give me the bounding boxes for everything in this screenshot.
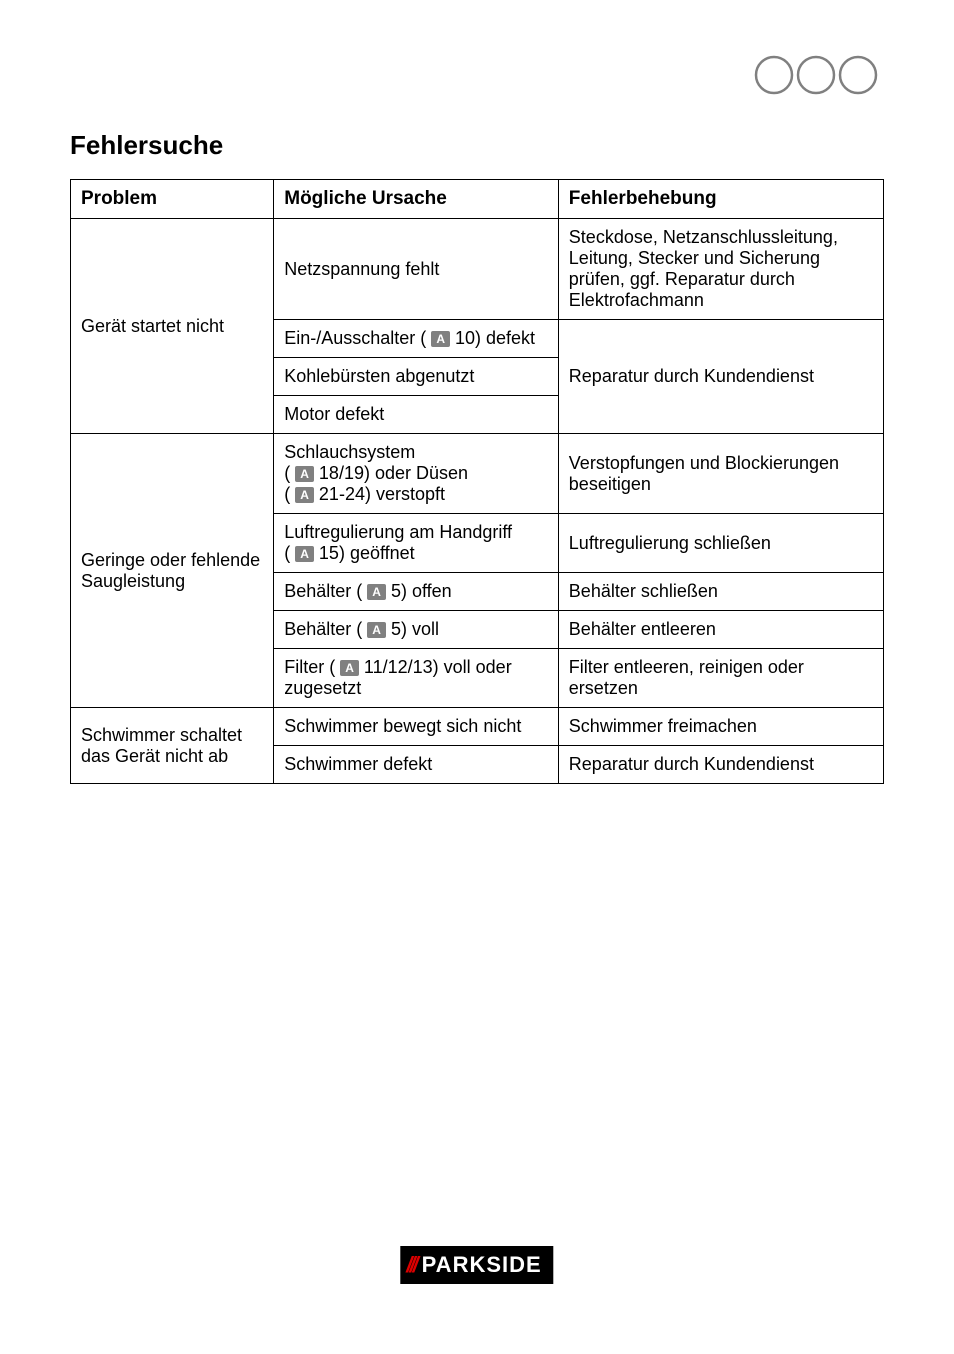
cell-problem: Gerät startet nicht <box>71 219 274 434</box>
page-title: Fehlersuche <box>70 130 884 161</box>
ref-icon-a: A <box>295 466 314 482</box>
logo-brand-text: PARKSIDE <box>422 1252 542 1278</box>
col-cause: Mögliche Ursache <box>274 180 559 219</box>
cell-cause: Behälter ( A 5) offen <box>274 573 559 611</box>
cause-text: 21-24) verstopft <box>314 484 445 504</box>
cause-text: 5) offen <box>386 581 452 601</box>
cell-cause: Behälter ( A 5) voll <box>274 611 559 649</box>
cell-problem: Schwimmer schaltet das Gerät nicht ab <box>71 708 274 784</box>
table-row: Schwimmer schaltet das Gerät nicht ab Sc… <box>71 708 884 746</box>
cell-cause: Schlauchsystem ( A 18/19) oder Düsen ( A… <box>274 434 559 514</box>
header-circles <box>754 55 884 95</box>
table-row: Gerät startet nicht Netzspannung fehlt S… <box>71 219 884 320</box>
cause-text: 5) voll <box>386 619 439 639</box>
cell-fix: Luftregulierung schließen <box>558 514 883 573</box>
cause-text: ( <box>284 543 295 563</box>
cause-text: 18/19) oder Düsen <box>314 463 468 483</box>
cell-cause: Kohlebürsten abgenutzt <box>274 358 559 396</box>
cell-cause: Schwimmer defekt <box>274 746 559 784</box>
cell-fix: Reparatur durch Kundendienst <box>558 746 883 784</box>
ref-icon-a: A <box>367 622 386 638</box>
cell-fix: Behälter schließen <box>558 573 883 611</box>
ref-icon-a: A <box>295 487 314 503</box>
cause-text: 15) geöffnet <box>314 543 415 563</box>
ref-icon-a: A <box>340 660 359 676</box>
cell-cause: Ein-/Ausschalter ( A 10) defekt <box>274 320 559 358</box>
cause-text: Behälter ( <box>284 619 367 639</box>
col-problem: Problem <box>71 180 274 219</box>
cause-text: ( <box>284 484 295 504</box>
cause-text: Ein-/Ausschalter ( <box>284 328 431 348</box>
cell-problem: Geringe oder fehlende Saugleistung <box>71 434 274 708</box>
ref-icon-a: A <box>431 331 450 347</box>
cause-text: Luftregulierung am Handgriff <box>284 522 512 542</box>
cause-text: 10) defekt <box>450 328 535 348</box>
cause-text: ( <box>284 463 295 483</box>
cell-cause: Schwimmer bewegt sich nicht <box>274 708 559 746</box>
cell-fix: Schwimmer freimachen <box>558 708 883 746</box>
col-fix: Fehlerbehebung <box>558 180 883 219</box>
cell-fix: Reparatur durch Kundendienst <box>558 320 883 434</box>
cell-cause: Filter ( A 11/12/13) voll oder zugesetzt <box>274 649 559 708</box>
ref-icon-a: A <box>367 584 386 600</box>
cell-fix: Steckdose, Netzanschlussleitung, Leitung… <box>558 219 883 320</box>
table-row: Geringe oder fehlende Saugleistung Schla… <box>71 434 884 514</box>
ref-icon-a: A <box>295 546 314 562</box>
cell-cause: Luftregulierung am Handgriff ( A 15) geö… <box>274 514 559 573</box>
cause-text: Schlauchsystem <box>284 442 415 462</box>
cell-cause: Netzspannung fehlt <box>274 219 559 320</box>
cell-fix: Filter entleeren, reinigen oder ersetzen <box>558 649 883 708</box>
table-header-row: Problem Mögliche Ursache Fehlerbehebung <box>71 180 884 219</box>
cause-text: Behälter ( <box>284 581 367 601</box>
cause-text: Filter ( <box>284 657 340 677</box>
cell-fix: Behälter entleeren <box>558 611 883 649</box>
brand-logo: /// PARKSIDE <box>400 1246 553 1284</box>
troubleshoot-table: Problem Mögliche Ursache Fehlerbehebung … <box>70 179 884 784</box>
cell-cause: Motor defekt <box>274 396 559 434</box>
logo-slash-icon: /// <box>406 1252 415 1278</box>
cell-fix: Verstopfungen und Blockierungen beseitig… <box>558 434 883 514</box>
